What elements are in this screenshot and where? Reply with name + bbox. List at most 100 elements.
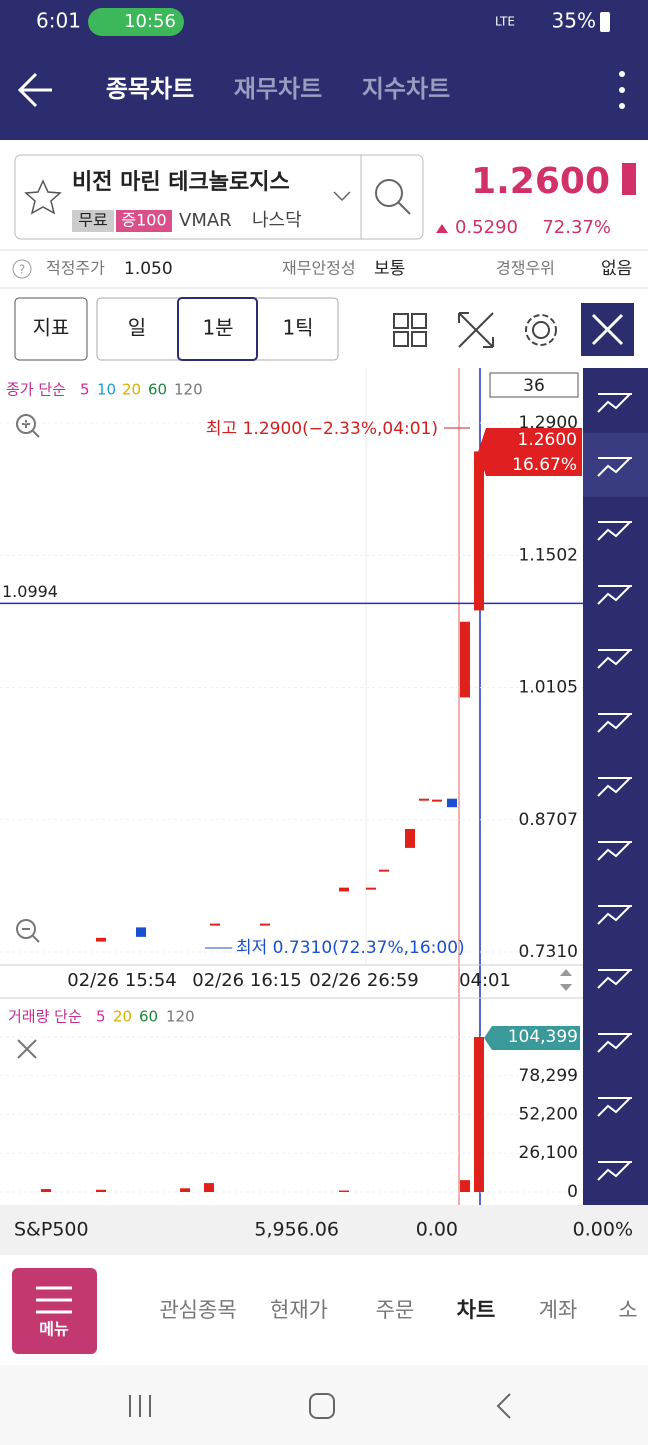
candle <box>405 828 415 848</box>
tool-icon[interactable] <box>597 969 632 989</box>
stock-name: 비전 마린 테크놀로지스 <box>72 170 290 195</box>
tool-icon[interactable] <box>597 1033 632 1053</box>
legend-ma: 120 <box>174 381 203 399</box>
volume-bar <box>180 1188 190 1192</box>
info-value: 없음 <box>601 259 632 279</box>
high-note: 최고 1.2900(−2.33%,04:01) <box>206 419 438 439</box>
index-bar <box>0 1205 648 1255</box>
volume-bar <box>339 1190 349 1192</box>
tool-icon[interactable] <box>597 1097 632 1117</box>
market: 나스닥 <box>252 210 302 231</box>
tool-icon[interactable] <box>597 457 632 477</box>
nav-tab[interactable]: 차트 <box>457 1298 496 1322</box>
tool-icon[interactable] <box>597 649 632 669</box>
x-tick-label: 02/26 26:59 <box>309 970 418 991</box>
tool-active[interactable] <box>583 433 648 497</box>
candle <box>96 937 106 942</box>
button-label[interactable]: 일 <box>128 316 146 340</box>
legend-ma: 20 <box>113 1008 132 1026</box>
info-label: 경쟁우위 <box>496 259 555 278</box>
change-pct: 72.37% <box>542 217 611 238</box>
period-active[interactable] <box>177 297 258 361</box>
volume-bar <box>474 1037 484 1192</box>
candle <box>136 927 146 937</box>
favorite-star[interactable] <box>24 179 62 215</box>
search-icon[interactable] <box>375 179 403 207</box>
indicator-button[interactable] <box>14 297 88 361</box>
tab[interactable]: 재무차트 <box>234 75 322 103</box>
y-tick-label: 0.7310 <box>519 942 578 962</box>
button-label[interactable]: 1분 <box>202 316 233 340</box>
dropdown[interactable] <box>333 191 351 202</box>
info-label: 재무안정성 <box>282 259 356 278</box>
candle <box>366 887 376 890</box>
back[interactable] <box>496 1393 511 1419</box>
legend-title: 거래량 단순 <box>8 1008 82 1026</box>
button-label[interactable]: 1틱 <box>282 316 313 340</box>
info-label: 적정주가 <box>46 259 105 278</box>
volume-bar <box>204 1183 214 1192</box>
tool-icon[interactable] <box>597 1161 632 1181</box>
nav-tab[interactable]: 소 <box>618 1298 637 1322</box>
tool-icon[interactable] <box>597 841 632 861</box>
more-menu[interactable] <box>619 71 625 109</box>
y-tick-label: 104,399 <box>508 1027 578 1047</box>
tool-icon[interactable] <box>597 713 632 733</box>
volume-bar <box>460 1180 470 1192</box>
home[interactable] <box>309 1393 335 1419</box>
y-tick-label: 0.8707 <box>519 810 578 830</box>
status-time: 6:01 <box>36 9 81 33</box>
ticker: VMAR <box>179 210 232 231</box>
tag: 증100 <box>121 211 166 230</box>
network: LTE <box>495 15 515 29</box>
legend-ma: 5 <box>96 1008 106 1026</box>
nav-tab[interactable]: 주문 <box>376 1298 415 1322</box>
tool-icon[interactable] <box>597 585 632 605</box>
toolbar-icons[interactable] <box>393 312 557 348</box>
call-pill[interactable] <box>88 8 184 36</box>
price: 1.2600 <box>471 161 610 202</box>
recent-apps[interactable] <box>129 1395 151 1417</box>
back-button[interactable] <box>17 72 52 108</box>
tag-bg <box>72 210 114 232</box>
y-tick-label: 26,100 <box>519 1143 578 1163</box>
tab[interactable]: 지수차트 <box>362 75 450 103</box>
index-change: 0.00 <box>416 1219 458 1241</box>
legend-ma: 5 <box>80 381 90 399</box>
tag: 무료 <box>78 211 107 230</box>
nav-tab[interactable]: 현재가 <box>270 1298 328 1322</box>
candle <box>419 798 429 801</box>
last-price-tag <box>478 428 582 476</box>
tool-icon[interactable] <box>597 393 632 413</box>
y-tick-label: 1.0105 <box>519 678 578 698</box>
y-tick-label: 1.1502 <box>519 545 578 565</box>
count-box[interactable] <box>489 372 579 398</box>
candle <box>260 923 270 926</box>
tab-active[interactable]: 종목차트 <box>106 75 194 103</box>
tool-icon[interactable] <box>597 521 632 541</box>
x-tick-label: 02/26 15:54 <box>67 970 176 991</box>
x-tick-label: 02/26 16:15 <box>192 970 301 991</box>
legend-ma: 60 <box>148 381 167 399</box>
tool-icon[interactable] <box>597 905 632 925</box>
battery: 35% <box>552 9 596 33</box>
drawing-toolbar <box>583 368 648 1205</box>
tool-icon[interactable] <box>597 777 632 797</box>
x-tick-label: 04:01 <box>459 970 511 991</box>
nav-tab[interactable]: 계좌 <box>539 1298 578 1322</box>
crosshair-label: 1.0994 <box>2 582 58 601</box>
legend-ma: 60 <box>139 1008 158 1026</box>
menu-label: 메뉴 <box>39 1320 69 1339</box>
index-pct: 0.00% <box>573 1219 633 1241</box>
index-value: 5,956.06 <box>254 1219 339 1241</box>
nav-tab[interactable]: 관심종목 <box>159 1298 236 1322</box>
tag-bg <box>116 210 172 232</box>
zoom-icons[interactable] <box>16 414 40 1059</box>
info-value: 1.050 <box>124 259 173 279</box>
index-name: S&P500 <box>14 1219 89 1241</box>
last-volume-tag <box>484 1026 580 1050</box>
legend-ma: 20 <box>122 381 141 399</box>
y-tick-label: 78,299 <box>519 1066 578 1086</box>
